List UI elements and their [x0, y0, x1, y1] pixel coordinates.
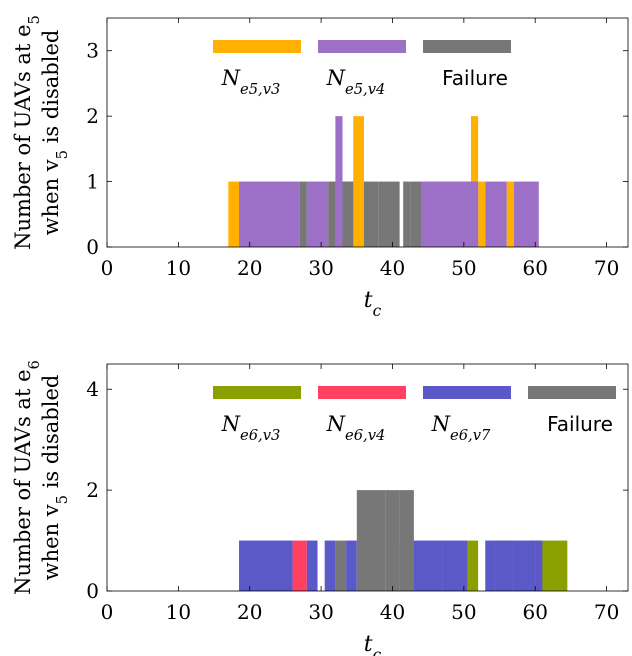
- y-tick-label: 3: [86, 39, 99, 63]
- legend-swatch-2: [318, 40, 406, 53]
- legend-label-1: Ne6,v3: [221, 412, 281, 444]
- legend-label-2: Ne5,v4: [326, 66, 386, 98]
- y-tick-label: 0: [86, 235, 99, 259]
- legend-swatch-1: [213, 386, 301, 399]
- x-axis-label: tc: [364, 288, 382, 320]
- bar-2-3-2: [306, 540, 318, 591]
- legend-label-1: Ne5,v3: [221, 66, 281, 98]
- y-axis-label-line1: Number of UAVs at e5: [11, 15, 43, 250]
- x-tick-label: 70: [594, 600, 619, 624]
- bar-2-3-6: [442, 540, 468, 591]
- bar-2-3-5: [413, 540, 443, 591]
- bar-2-1-5: [549, 540, 568, 591]
- x-tick-label: 0: [101, 600, 114, 624]
- x-tick-label: 50: [451, 600, 476, 624]
- legend-label-3: Failure: [442, 66, 508, 90]
- legend-swatch-2: [318, 386, 406, 399]
- bar-1-3-1: [299, 181, 307, 247]
- bar-1-2-3: [335, 116, 343, 248]
- x-tick-label: 40: [380, 256, 405, 280]
- y-tick-label: 1: [86, 170, 99, 194]
- bar-1-2-2: [306, 181, 329, 247]
- bar-1-2-6: [424, 181, 479, 247]
- x-tick-label: 70: [594, 256, 619, 280]
- x-tick-label: 10: [166, 600, 191, 624]
- bar-2-3-4: [346, 540, 357, 591]
- legend-label-2: Ne6,v4: [326, 412, 386, 444]
- bar-1-3-4: [363, 181, 379, 247]
- x-tick-label: 30: [308, 256, 333, 280]
- bar-2-4-1: [335, 540, 347, 591]
- bar-2-3-3: [324, 540, 336, 591]
- bar-2-3-8: [495, 540, 514, 591]
- bar-2-4-2: [356, 490, 386, 591]
- bar-1-3-7: [410, 181, 422, 247]
- x-tick-label: 60: [522, 600, 547, 624]
- bar-1-2-8: [513, 181, 539, 247]
- y-tick-label: 4: [86, 377, 99, 401]
- x-axis-label: tc: [364, 632, 382, 656]
- bar-2-1-1: [467, 540, 479, 591]
- bar-1-2-1: [239, 181, 300, 247]
- bar-2-4-4: [388, 540, 400, 591]
- chart-panel-1: 0 10 20 30 40 50 60 70 0 1 2 3 tc Number of UAVs at e…: [11, 15, 629, 320]
- legend-label-4: Failure: [547, 412, 613, 436]
- x-tick-label: 30: [308, 600, 333, 624]
- y-axis-label-line1: Number of UAVs at e6: [11, 360, 43, 595]
- y-tick-label: 2: [86, 478, 99, 502]
- x-tick-label: 10: [166, 256, 191, 280]
- bar-2-4-6: [403, 540, 414, 591]
- bar-1-3-3: [342, 181, 354, 247]
- legend-swatch-3: [423, 40, 511, 53]
- bar-2-3-10: [535, 540, 543, 591]
- bar-2-3-7: [485, 540, 496, 591]
- bar-2-2-1: [292, 540, 307, 591]
- bar-1-1-1: [228, 181, 240, 247]
- plot-frame: [106, 363, 629, 592]
- legend-swatch-4: [528, 386, 616, 399]
- legend-label-3: Ne6,v7: [431, 412, 491, 444]
- bar-1-3-5: [378, 181, 400, 247]
- bar-1-1-9: [506, 181, 514, 247]
- bar-2-3-1: [239, 540, 293, 591]
- chart-panel-2: 0 10 20 30 40 50 60 70 0 2 4 tc Number of UAVs at e6…: [11, 360, 629, 656]
- x-tick-label: 40: [380, 600, 405, 624]
- bar-1-1-8: [478, 181, 486, 247]
- plot-frame: [106, 17, 629, 248]
- x-tick-label: 0: [101, 256, 114, 280]
- y-tick-label: 0: [86, 579, 99, 603]
- x-tick-label: 20: [237, 600, 262, 624]
- y-axis-label-line2: when v5 is disabled: [39, 375, 71, 581]
- legend-swatch-3: [423, 386, 511, 399]
- x-tick-label: 50: [451, 256, 476, 280]
- bar-1-3-6: [403, 181, 411, 247]
- x-tick-label: 60: [522, 256, 547, 280]
- x-tick-label: 20: [237, 256, 262, 280]
- y-axis-label-line2: when v5 is disabled: [39, 30, 71, 236]
- legend-swatch-1: [213, 40, 301, 53]
- bar-1-2-7: [485, 181, 507, 247]
- bar-1-3-2: [328, 181, 336, 247]
- y-tick-label: 2: [86, 104, 99, 128]
- bar-2-3-9: [513, 540, 536, 591]
- bar-1-1-3: [353, 116, 364, 248]
